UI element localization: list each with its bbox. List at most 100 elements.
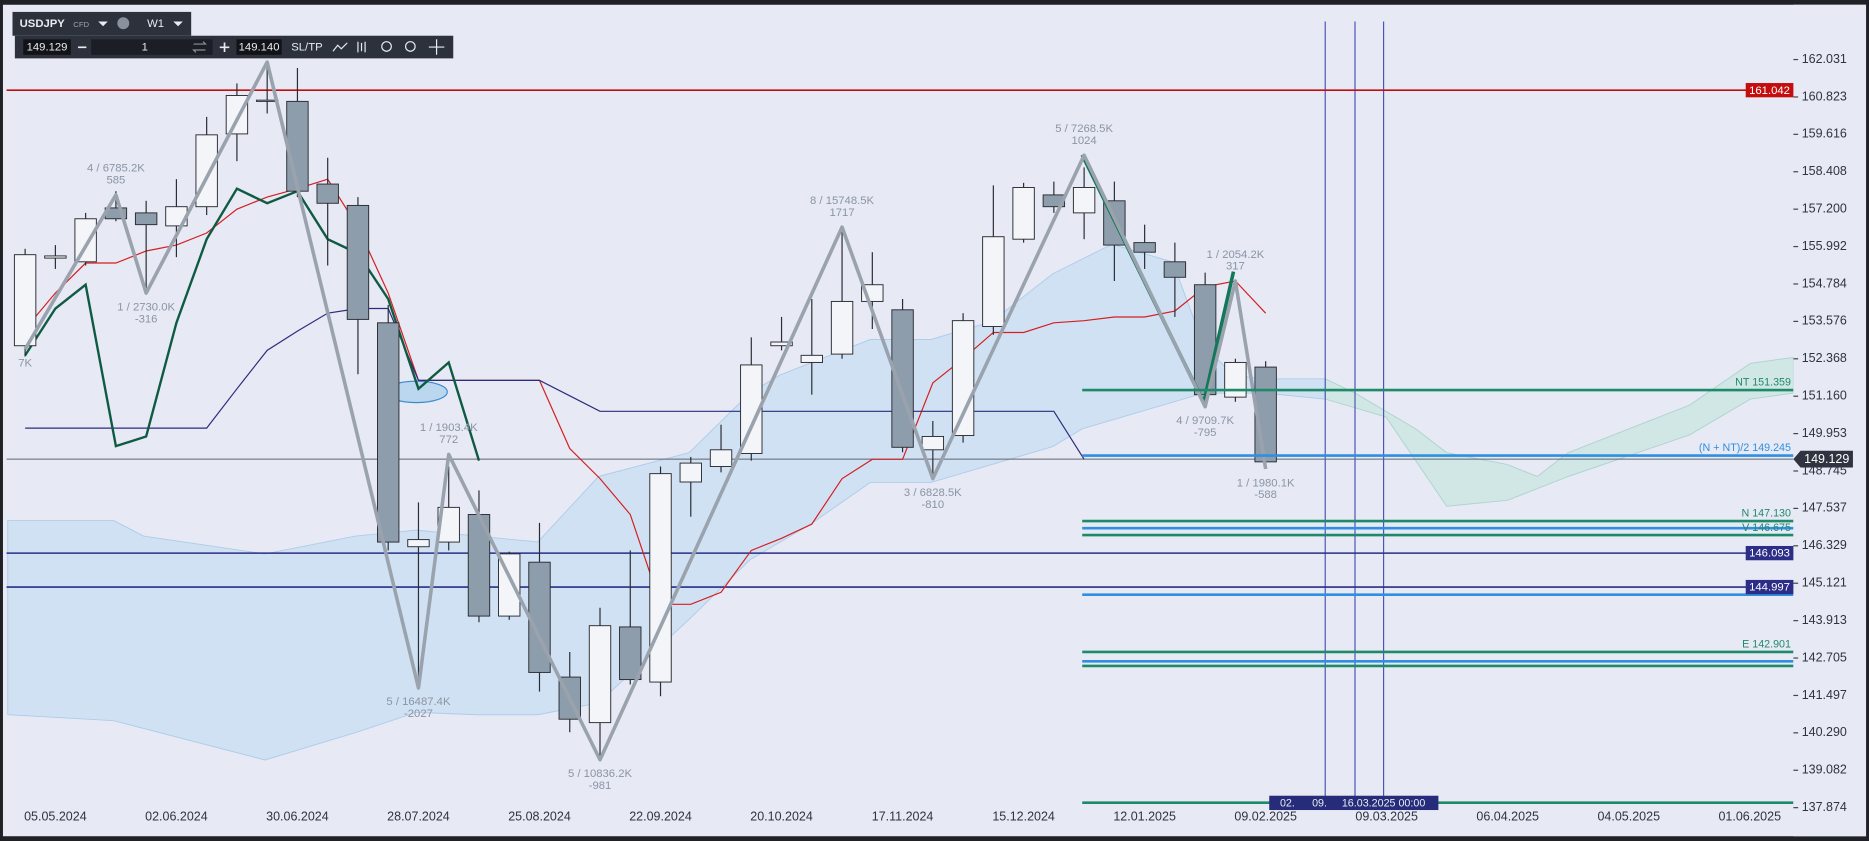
plus-button[interactable] bbox=[219, 42, 230, 53]
indicator-line bbox=[24, 187, 481, 461]
candle-body bbox=[740, 364, 763, 454]
zigzag-label: 3 / 6828.5K bbox=[904, 487, 962, 499]
x-tick-label: 02.06.2024 bbox=[145, 809, 208, 823]
y-tick-label: 147.537 bbox=[1802, 501, 1847, 515]
x-tick-label: 30.06.2024 bbox=[266, 809, 329, 823]
price-line-label: 146.093 bbox=[1749, 548, 1790, 560]
x-tick-label: 09.02.2025 bbox=[1234, 809, 1297, 823]
zigzag-change: -810 bbox=[922, 499, 945, 511]
zigzag-label: 5 / 10836.2K bbox=[568, 768, 633, 780]
zigzag-label: 1 / 1903.4K bbox=[420, 422, 478, 434]
crosshair-tool[interactable] bbox=[428, 39, 445, 55]
candle-body bbox=[1012, 187, 1035, 240]
toolbar: USDJPY CFD W1 149.129 1 149.140 SL/TP bbox=[12, 11, 454, 59]
symbol-dropdown[interactable] bbox=[98, 21, 108, 27]
zigzag-label: 4 / 9709.7K bbox=[1176, 415, 1234, 427]
y-tick-label: 155.992 bbox=[1802, 239, 1847, 253]
zigzag-change: -2027 bbox=[404, 708, 433, 720]
candle-body bbox=[800, 354, 824, 363]
candle-body bbox=[1163, 261, 1187, 278]
candle-body bbox=[649, 473, 672, 683]
axis-layer: 162.031 160.823 159.616 158.408 157.200 155.9… bbox=[24, 4, 1867, 837]
candle-body bbox=[377, 322, 400, 543]
level-label: E 142.901 bbox=[1742, 639, 1791, 651]
y-tick-label: 143.913 bbox=[1802, 613, 1847, 627]
line-tool[interactable] bbox=[332, 42, 348, 52]
zigzag-change: 772 bbox=[439, 434, 458, 446]
y-tick-label: 158.408 bbox=[1802, 164, 1847, 178]
timeframe-dropdown[interactable] bbox=[173, 21, 183, 27]
y-tick-label: 152.368 bbox=[1802, 351, 1847, 365]
cursor-label: 09. bbox=[1312, 797, 1327, 809]
zigzag-change: 317 bbox=[1226, 261, 1245, 273]
level-label: NT 151.359 bbox=[1735, 377, 1791, 389]
cursor-label: 02. bbox=[1280, 797, 1295, 809]
candle-body bbox=[679, 462, 702, 483]
candle-body bbox=[921, 435, 945, 451]
x-tick-label: 09.03.2025 bbox=[1355, 809, 1418, 823]
swap-icon[interactable] bbox=[192, 41, 207, 53]
marker-date-box bbox=[1269, 795, 1439, 811]
x-tick-label: 17.11.2024 bbox=[872, 809, 934, 823]
price-axis-bg bbox=[1793, 4, 1867, 837]
x-tick-label: 28.07.2024 bbox=[387, 809, 450, 823]
lots[interactable]: 1 bbox=[142, 42, 148, 54]
candle-body bbox=[1133, 242, 1156, 253]
zigzag-label: 7K bbox=[18, 357, 32, 369]
x-tick-label: 20.10.2024 bbox=[750, 809, 813, 823]
level-label: N 147.130 bbox=[1742, 508, 1792, 520]
candle-body bbox=[619, 626, 642, 681]
candle-body bbox=[316, 183, 339, 204]
candle-body bbox=[225, 95, 249, 135]
candle-body bbox=[1224, 361, 1247, 398]
zoom-out[interactable] bbox=[381, 41, 392, 52]
ask-box[interactable] bbox=[236, 39, 282, 55]
x-tick-label: 15.12.2024 bbox=[992, 809, 1055, 823]
x-tick-label: 01.06.2025 bbox=[1718, 809, 1781, 823]
y-tick-label: 142.705 bbox=[1802, 650, 1847, 664]
candle-body bbox=[74, 218, 97, 263]
candle-body bbox=[195, 134, 218, 208]
level-label: V 146.675 bbox=[1742, 522, 1791, 534]
bid[interactable]: 149.129 bbox=[27, 42, 68, 54]
zigzag-change: -316 bbox=[135, 313, 158, 325]
zigzag-label: 5 / 16487.4K bbox=[386, 696, 451, 708]
zoom-in[interactable] bbox=[405, 41, 416, 52]
level-label: (N + NT)/2 149.245 bbox=[1699, 442, 1791, 454]
candle-body bbox=[588, 625, 612, 724]
bid-box[interactable] bbox=[23, 39, 71, 55]
sltp[interactable]: SL/TP bbox=[291, 42, 322, 54]
y-tick-label: 151.160 bbox=[1802, 389, 1847, 403]
minus-button[interactable] bbox=[78, 46, 87, 49]
price-line-label-box bbox=[1745, 83, 1794, 98]
y-tick-label: 145.121 bbox=[1802, 576, 1847, 590]
lots-input[interactable] bbox=[91, 39, 213, 55]
zigzag-label: 4 / 6785.2K bbox=[87, 163, 145, 175]
candle-body bbox=[770, 341, 793, 347]
current-price-label: 149.129 bbox=[1804, 452, 1849, 466]
x-tick-label: 04.05.2025 bbox=[1597, 809, 1660, 823]
y-tick-label: 154.784 bbox=[1802, 276, 1847, 290]
symbol[interactable]: USDJPY bbox=[20, 18, 66, 30]
y-tick-label: 139.082 bbox=[1802, 763, 1847, 777]
indicator-line bbox=[24, 178, 1267, 605]
candle-body bbox=[44, 255, 67, 259]
price-line-label: 161.042 bbox=[1749, 85, 1790, 97]
price-line-label-box bbox=[1745, 579, 1794, 595]
x-tick-label: 25.08.2024 bbox=[508, 809, 571, 823]
ask[interactable]: 149.140 bbox=[239, 42, 280, 54]
y-tick-label: 141.497 bbox=[1802, 688, 1847, 702]
timeframe[interactable]: W1 bbox=[147, 18, 164, 30]
market: CFD bbox=[73, 20, 89, 29]
zigzag-label: 1 / 2054.2K bbox=[1207, 249, 1265, 261]
x-tick-label: 22.09.2024 bbox=[629, 809, 692, 823]
candle-body bbox=[286, 100, 309, 192]
bars-tool[interactable] bbox=[357, 41, 366, 53]
zigzag-label: 8 / 15748.5K bbox=[810, 195, 875, 207]
zigzag-change: -981 bbox=[589, 780, 612, 792]
info-icon[interactable] bbox=[117, 17, 130, 30]
candle-body bbox=[709, 449, 733, 467]
